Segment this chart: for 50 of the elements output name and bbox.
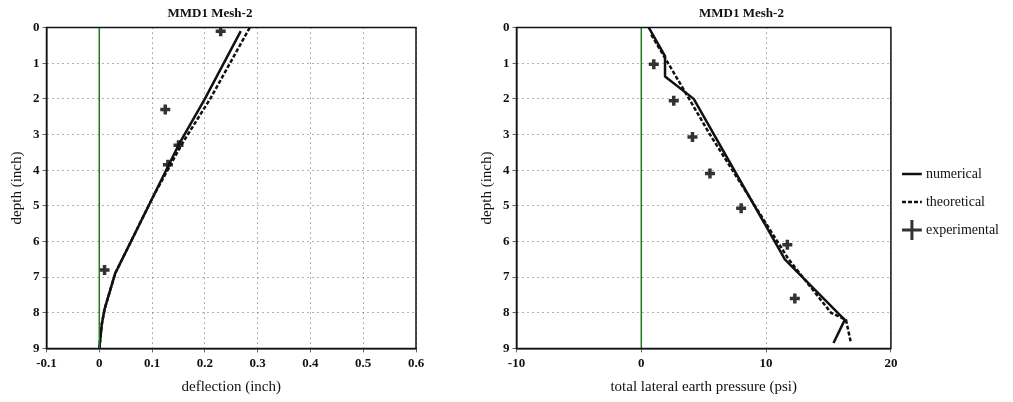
point <box>780 237 795 252</box>
x-tick-label: 0.2 <box>196 354 213 370</box>
y-tick-label: 1 <box>503 54 510 70</box>
x-tick-label: 0.3 <box>249 354 267 370</box>
x-tick-label: -0.1 <box>36 354 57 370</box>
point <box>647 57 661 72</box>
y-tick-label: 7 <box>33 268 40 284</box>
y-tick-label: 2 <box>503 90 510 106</box>
chart-title: MMD1 Mesh-2 <box>699 5 784 21</box>
x-tick-label: 0.5 <box>355 354 372 370</box>
point <box>703 166 717 181</box>
y-tick-label: 7 <box>503 268 510 284</box>
y-tick-label: 2 <box>33 90 40 106</box>
x-axis-title: total lateral earth pressure (psi) <box>610 377 798 395</box>
y-tick-label: 9 <box>33 339 40 355</box>
x-tick-label: 10 <box>759 354 773 370</box>
y-tick-label: 5 <box>33 197 40 213</box>
y-tick-label: 8 <box>503 304 510 320</box>
y-tick-label: 6 <box>503 232 510 248</box>
point <box>734 201 748 216</box>
legend-label: numerical <box>925 165 983 181</box>
legend-label: theoretical <box>925 193 986 209</box>
x-tick-label: 0.6 <box>407 354 425 370</box>
y-tick-label: 3 <box>503 125 510 141</box>
point <box>667 93 681 108</box>
y-axis-title: depth (inch) <box>7 151 25 225</box>
y-tick-label: 0 <box>33 18 40 34</box>
x-tick-label: 0 <box>96 354 103 370</box>
y-tick-label: 4 <box>33 161 40 177</box>
point <box>788 291 802 306</box>
point <box>158 102 173 117</box>
x-axis-title: deflection (inch) <box>181 377 282 395</box>
x-tick-label: 20 <box>884 354 898 370</box>
x-tick-label: 0.4 <box>302 354 320 370</box>
legend-label: experimental <box>925 221 1000 237</box>
chart-title: MMD1 Mesh-2 <box>167 5 253 21</box>
x-tick-label: 0.1 <box>143 354 161 370</box>
point <box>685 130 700 144</box>
x-tick-label: -10 <box>507 354 526 370</box>
y-tick-label: 9 <box>503 339 510 355</box>
y-axis-title: depth (inch) <box>477 151 495 225</box>
y-tick-label: 3 <box>33 125 40 141</box>
y-tick-label: 5 <box>503 197 510 213</box>
y-tick-label: 6 <box>33 232 40 248</box>
y-tick-label: 8 <box>33 304 40 320</box>
x-tick-label: 0 <box>638 354 645 370</box>
point <box>213 27 228 38</box>
y-tick-label: 4 <box>503 161 510 177</box>
y-tick-label: 0 <box>503 18 510 34</box>
y-tick-label: 1 <box>33 54 40 70</box>
